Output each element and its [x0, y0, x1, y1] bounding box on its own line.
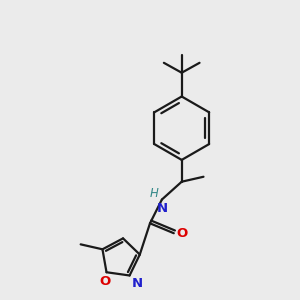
Text: O: O	[177, 227, 188, 240]
Text: O: O	[99, 275, 110, 288]
Text: N: N	[132, 278, 143, 290]
Text: N: N	[156, 202, 167, 214]
Text: H: H	[149, 187, 158, 200]
